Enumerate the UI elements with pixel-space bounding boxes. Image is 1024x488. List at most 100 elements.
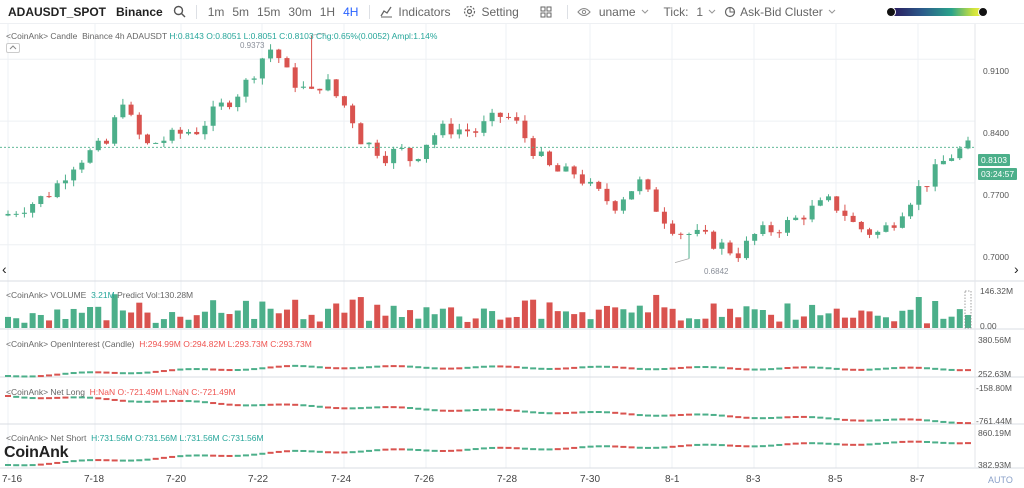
symbol-name[interactable]: ADAUSDT_SPOT [8,4,107,19]
oi-candle [119,372,126,375]
oi-candle [62,372,69,375]
interval-5m[interactable]: 5m [232,4,250,19]
heatmap-range-slider[interactable] [885,6,988,17]
oi-candle [439,367,446,370]
candle-body [161,140,167,143]
netshort-candle [702,443,709,446]
chevron-down-icon[interactable] [636,3,654,21]
volume-bar [439,308,446,328]
netshort-candle [579,446,586,449]
oi-candle [768,368,775,371]
collapse-legend-button[interactable] [6,43,20,53]
candle-body [579,174,585,184]
chevron-down-icon[interactable] [823,3,841,21]
volume-bar [915,297,922,328]
netshort-axis-label: 860.19M [978,428,1012,438]
slider-knob-left[interactable] [885,6,896,17]
netshort-candle [743,445,750,448]
netshort-candle [185,454,192,457]
interval-30m[interactable]: 30m [288,4,312,19]
netshort-axis-label: 382.93M [978,460,1012,470]
chart-area[interactable]: <CoinAnk> Candle Binance 4h ADAUSDT H:0.… [0,24,1024,488]
netlong-candle [841,418,848,421]
netlong-candle [562,412,569,415]
interval-15m[interactable]: 15m [257,4,281,19]
interval-4h[interactable]: 4H [343,4,359,19]
netlong-legend-open: O:-721.49M [117,387,163,397]
layout-grid-icon[interactable] [537,3,555,21]
netshort-candle [95,459,102,462]
netlong-candle [283,403,290,406]
indicators-button[interactable]: Indicators [398,4,451,19]
netshort-candle [341,451,348,454]
netlong-candle [423,408,430,411]
netshort-candle [932,441,939,444]
chart-canvas[interactable] [0,24,1024,488]
volume-bar [37,314,44,328]
netshort-candle [768,444,775,447]
netshort-candle [169,455,176,458]
cluster-selector[interactable]: Ask-Bid Cluster [740,4,823,19]
cluster-icon[interactable] [721,3,739,21]
slider-knob-right[interactable] [977,6,988,17]
indicators-icon[interactable] [377,3,395,21]
candle-body [743,240,749,259]
volume-bar [907,309,914,328]
oi-legend-high: H:294.99M [139,339,181,349]
tick-value[interactable]: 1 [696,4,704,19]
oi-candle [78,371,85,374]
netlong-candle [333,407,340,410]
oi-candle [882,367,889,370]
eye-icon[interactable] [575,3,593,21]
candle-body [711,231,717,249]
volume-bar [735,317,742,328]
netshort-candle [54,461,61,464]
oi-candle [382,365,389,368]
candle-body [883,225,889,232]
netlong-candle [817,416,824,419]
search-icon[interactable] [171,3,189,21]
netshort-candle [882,442,889,445]
candle-body [382,155,388,164]
netlong-candle [538,411,545,414]
volume-axis-label: 146.32M [980,286,1014,296]
volume-bar [407,310,414,328]
netshort-candle [251,453,258,456]
netlong-candle [218,402,225,405]
netshort-candle [850,443,857,446]
setting-button[interactable]: Setting [481,4,519,19]
netshort-candle [472,448,479,451]
netlong-candle [136,400,143,403]
netshort-candle [661,446,668,449]
candle-body [497,112,503,117]
candle-body [153,142,159,144]
gear-icon[interactable] [460,3,478,21]
scroll-left-icon[interactable]: ‹ [2,261,7,277]
netlong-candle [160,400,167,403]
exchange-name[interactable]: Binance [116,4,163,19]
oi-candle [784,367,791,370]
oi-candle [579,366,586,369]
netlong-candle [119,399,126,402]
oi-candle [497,365,504,368]
candle-body [867,229,873,235]
candle-legend-high: H:0.8143 [169,31,204,41]
user-selector[interactable]: uname [598,4,636,19]
volume-bar [259,301,266,328]
netshort-candle [357,450,364,453]
candle-body [776,232,782,234]
candle-body [965,140,971,149]
scroll-right-icon[interactable]: › [1014,261,1019,277]
interval-1m[interactable]: 1m [207,4,225,19]
interval-1h[interactable]: 1H [319,4,336,19]
auto-scale-button[interactable]: AUTO [988,475,1013,485]
candle-body [842,210,848,216]
oi-candle [735,367,742,370]
chevron-down-icon[interactable] [703,3,721,21]
netshort-candle [374,449,381,452]
candle-body [604,188,610,202]
netlong-candle [226,403,233,406]
netlong-candle [907,418,914,421]
netshort-candle [390,448,397,451]
candle-body [112,117,118,144]
